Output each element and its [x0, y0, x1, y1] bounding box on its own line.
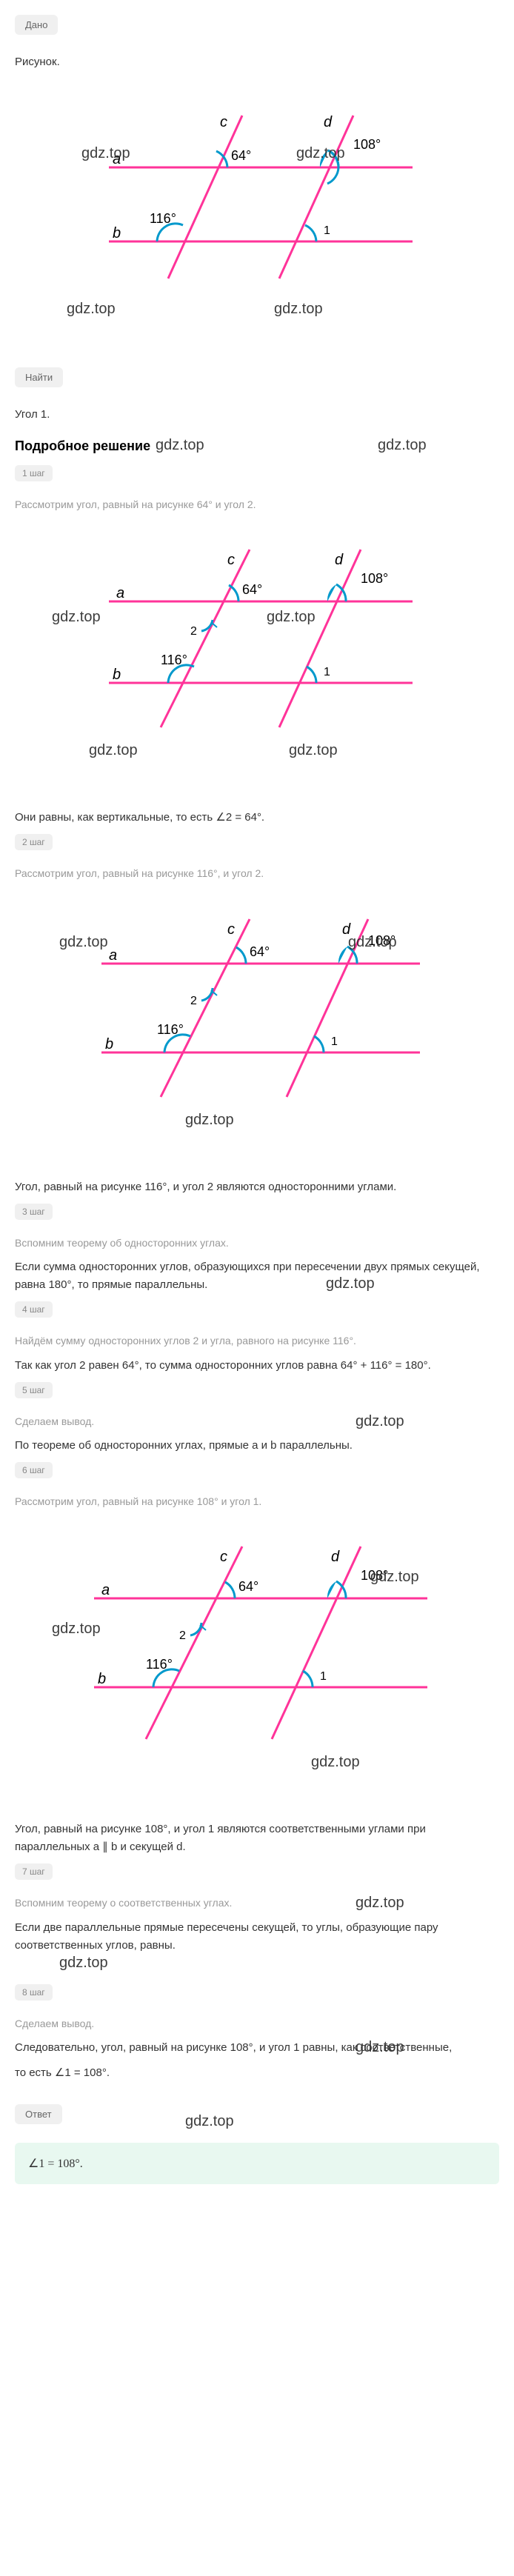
step-2-tag: 2 шаг — [15, 834, 53, 850]
svg-text:64°: 64° — [250, 944, 270, 959]
find-tag: Найти — [15, 367, 63, 387]
watermark: gdz.top — [267, 609, 316, 626]
svg-text:d: d — [335, 552, 344, 568]
svg-text:2: 2 — [190, 625, 197, 638]
step-8-text2: то есть ∠1 = 108°. — [15, 2064, 499, 2082]
step-7-tag: 7 шаг — [15, 1863, 53, 1880]
watermark: gdz.top — [370, 1569, 419, 1586]
svg-text:2: 2 — [179, 1629, 186, 1642]
svg-text:116°: 116° — [157, 1022, 184, 1037]
svg-text:c: c — [227, 552, 235, 568]
svg-text:a: a — [101, 1582, 110, 1598]
svg-text:1: 1 — [320, 1670, 327, 1683]
step-4-gray: Найдём сумму односторонних углов 2 и угл… — [15, 1332, 499, 1349]
diagram-3: a b c d 64° 108° 116° 1 2 gdz.top gdz.to… — [15, 904, 499, 1156]
step-3-content: Если сумма односторонних углов, образующ… — [15, 1261, 480, 1291]
watermark: gdz.top — [296, 145, 345, 162]
step-6-gray: Рассмотрим угол, равный на рисунке 108° … — [15, 1493, 499, 1509]
step-6-tag: 6 шаг — [15, 1462, 53, 1478]
step-3-gray: Вспомним теорему об односторонних углах. — [15, 1235, 499, 1251]
watermark: gdz.top — [52, 1621, 101, 1638]
svg-text:1: 1 — [324, 666, 330, 678]
svg-text:108°: 108° — [353, 137, 381, 152]
watermark: gdz.top — [185, 1112, 234, 1129]
svg-text:b: b — [113, 225, 121, 241]
step-3-tag: 3 шаг — [15, 1204, 53, 1220]
svg-text:a: a — [116, 585, 124, 601]
step-8-tag: 8 шаг — [15, 1984, 53, 2001]
heading-text: Подробное решение — [15, 438, 150, 453]
step-1-tag: 1 шаг — [15, 465, 53, 481]
step-5-gray-content: Сделаем вывод. — [15, 1415, 94, 1427]
step-7-text: Если две параллельные прямые пересечены … — [15, 1919, 499, 1955]
watermark: gdz.top — [356, 1891, 404, 1915]
watermark: gdz.top — [289, 742, 338, 759]
step-3-text: Если сумма односторонних углов, образующ… — [15, 1258, 499, 1294]
watermark: gdz.top — [274, 301, 323, 318]
watermark: gdz.top — [67, 301, 116, 318]
step-2-text: Рассмотрим угол, равный на рисунке 116°,… — [15, 865, 499, 881]
watermark: gdz.top — [89, 742, 138, 759]
diagram-2: a b c d 64° 108° 116° 1 2 gdz.top gdz.to… — [15, 535, 499, 787]
step-1-after: Они равны, как вертикальные, то есть ∠2 … — [15, 809, 499, 827]
svg-text:b: b — [105, 1036, 113, 1052]
watermark: gdz.top — [348, 934, 397, 951]
svg-text:116°: 116° — [146, 1657, 173, 1672]
step-7-gray-content: Вспомним теорему о соответственных углах… — [15, 1897, 232, 1909]
step-5-text: По теореме об односторонних углах, прямы… — [15, 1437, 499, 1455]
svg-text:c: c — [220, 114, 227, 130]
step-5-gray: Сделаем вывод. gdz.top — [15, 1413, 499, 1429]
solution-heading: Подробное решение gdz.top gdz.top — [15, 438, 499, 454]
step-4-tag: 4 шаг — [15, 1301, 53, 1318]
step-8-text: Следовательно, угол, равный на рисунке 1… — [15, 2039, 499, 2057]
svg-text:b: b — [113, 667, 121, 683]
svg-text:64°: 64° — [238, 1579, 258, 1594]
svg-text:d: d — [324, 114, 333, 130]
svg-text:c: c — [227, 921, 235, 938]
watermark: gdz.top — [52, 609, 101, 626]
svg-text:116°: 116° — [150, 211, 176, 226]
watermark: gdz.top — [59, 934, 108, 951]
answer-text: ∠1 = 108°. — [28, 2158, 83, 2170]
svg-text:b: b — [98, 1671, 106, 1687]
watermark: gdz.top — [156, 437, 204, 454]
step-8-gray: Сделаем вывод. — [15, 2015, 499, 2032]
svg-text:1: 1 — [324, 224, 330, 237]
watermark: gdz.top — [356, 1409, 404, 1433]
svg-text:c: c — [220, 1549, 227, 1565]
svg-text:1: 1 — [331, 1035, 338, 1048]
watermark: gdz.top — [326, 1272, 375, 1295]
step-5-tag: 5 шаг — [15, 1382, 53, 1398]
watermark: gdz.top — [81, 145, 130, 162]
step-4-text: Так как угол 2 равен 64°, то сумма однос… — [15, 1357, 499, 1375]
answer-box: ∠1 = 108°. — [15, 2143, 499, 2184]
watermark: gdz.top — [311, 1754, 360, 1771]
svg-text:64°: 64° — [242, 582, 262, 597]
watermark: gdz.top — [356, 2035, 404, 2059]
svg-text:a: a — [109, 947, 117, 964]
step-1-text: Рассмотрим угол, равный на рисунке 64° и… — [15, 496, 499, 513]
diagram-1: a b c d 64° 108° 116° 1 gdz.top gdz.top … — [15, 93, 499, 345]
svg-text:116°: 116° — [161, 653, 187, 667]
diagram-4: a b c d 64° 108° 116° 1 2 gdz.top gdz.to… — [15, 1532, 499, 1798]
step-7-gray: Вспомним теорему о соответственных углах… — [15, 1895, 499, 1911]
answer-tag: Ответ — [15, 2104, 62, 2124]
svg-text:d: d — [331, 1549, 340, 1565]
svg-text:108°: 108° — [361, 571, 388, 586]
given-text: Рисунок. — [15, 53, 499, 71]
step-6-after: Угол, равный на рисунке 108°, и угол 1 я… — [15, 1821, 499, 1856]
svg-text:2: 2 — [190, 995, 197, 1007]
watermark: gdz.top — [59, 1955, 108, 1972]
given-tag: Дано — [15, 15, 58, 35]
find-text: Угол 1. — [15, 406, 499, 424]
watermark: gdz.top — [378, 437, 427, 454]
watermark: gdz.top — [185, 2113, 234, 2130]
svg-text:64°: 64° — [231, 148, 251, 163]
step-2-after: Угол, равный на рисунке 116°, и угол 2 я… — [15, 1178, 499, 1196]
